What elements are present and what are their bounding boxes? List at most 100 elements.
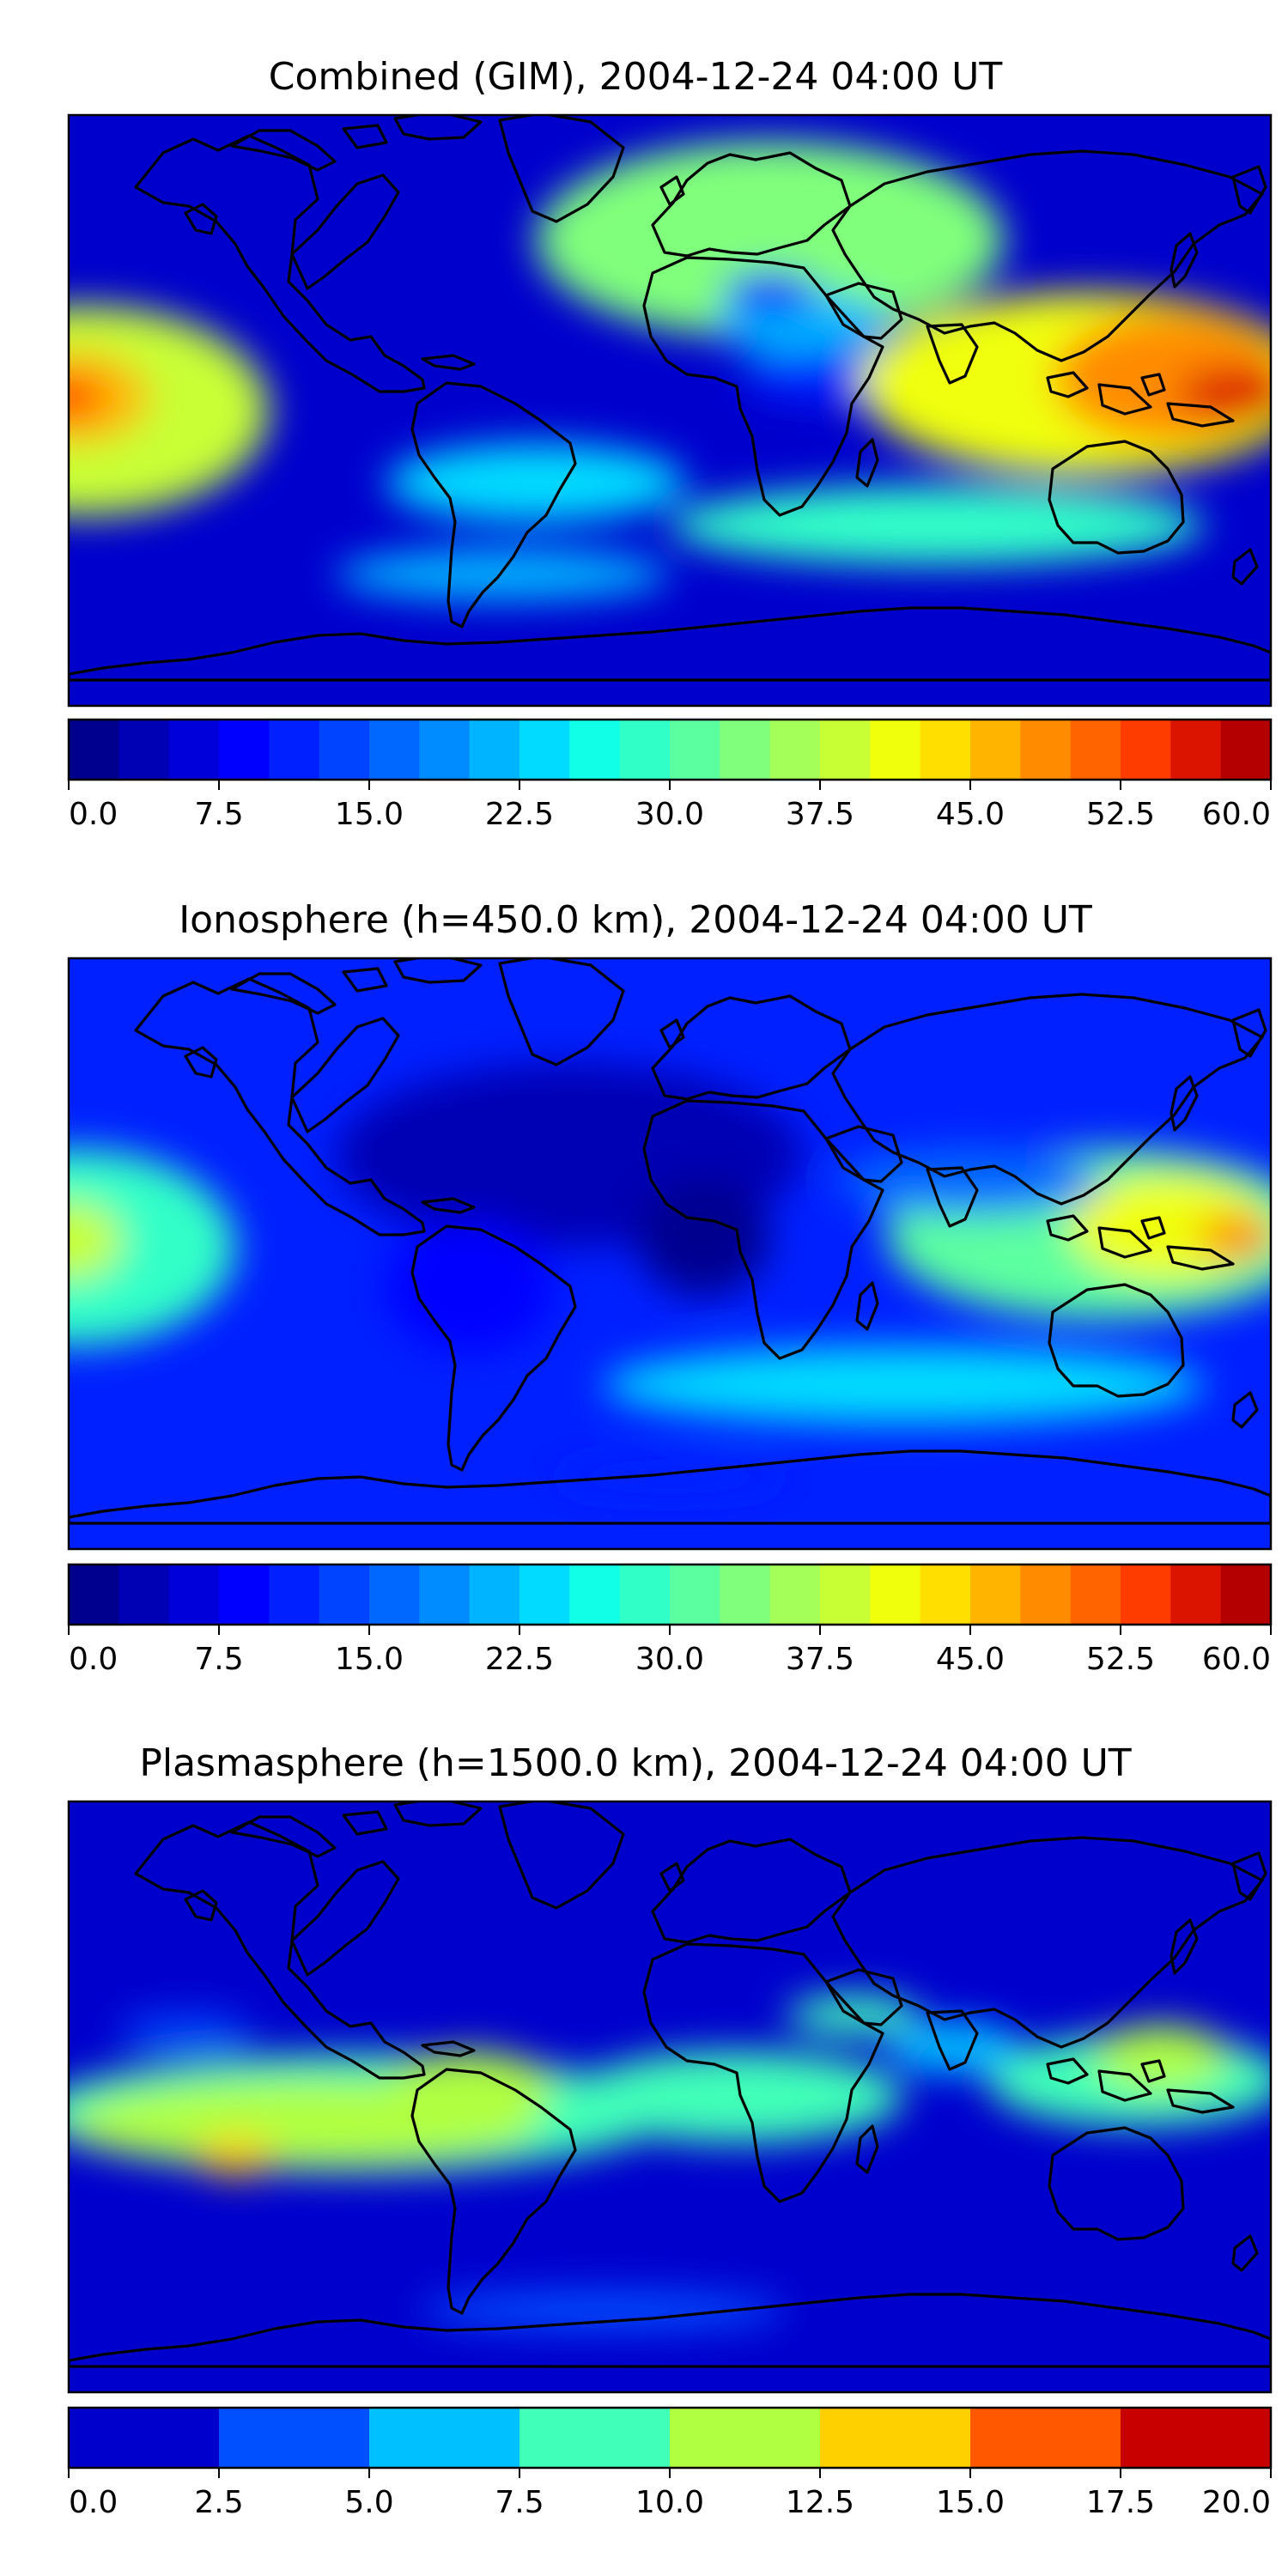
colorbar: 0.0 7.5 15.0 22.5 30.0 37.5 45.0 52.5 60.0: [67, 1563, 1273, 1677]
panel-title: Ionosphere (h=450.0 km), 2004-12-24 04:0…: [179, 898, 1092, 942]
colorbar-segment: [920, 1564, 971, 1625]
colorbar-segment: [469, 720, 520, 780]
colorbar-segment: [820, 1564, 871, 1625]
colorbar-segment: [419, 720, 471, 780]
colorbar-segment: [1020, 1564, 1072, 1625]
colorbar-segment: [619, 1564, 671, 1625]
colorbar-segment: [720, 1564, 771, 1625]
colorbar-segment: [469, 1564, 520, 1625]
colorbar-segment: [1170, 720, 1222, 780]
colorbar-tick-label: 7.5: [194, 1642, 243, 1677]
contour-region-9: [419, 2290, 787, 2330]
colorbar-segment: [920, 720, 971, 780]
colorbar-segment: [1121, 1564, 1171, 1625]
contour-region-1: [569, 2050, 904, 2143]
colorbar-segment: [769, 1564, 821, 1625]
colorbar-segment: [168, 720, 220, 780]
contour-region-9: [603, 1346, 1205, 1425]
colorbar-tick-label: 20.0: [1202, 2485, 1271, 2520]
colorbar-tick-label: 22.5: [485, 1642, 554, 1677]
colorbar-tick-label: 15.0: [335, 797, 404, 832]
colorbar-segment: [319, 1564, 370, 1625]
colorbar-segment: [569, 1564, 621, 1625]
contour-region-3: [886, 2021, 1021, 2075]
contour-region-3: [69, 1148, 236, 1346]
colorbar-segment: [168, 1564, 220, 1625]
map-area: [69, 958, 1271, 1549]
contour-region-2: [386, 1220, 553, 1352]
colorbar: 0.0 7.5 15.0 22.5 30.0 37.5 45.0 52.5 60.0: [67, 718, 1273, 832]
colorbar-segment: [369, 1564, 420, 1625]
colorbar-segment: [670, 2408, 821, 2468]
colorbar-segment: [269, 720, 320, 780]
colorbar-segment: [1121, 720, 1171, 780]
colorbar-segment: [269, 1564, 320, 1625]
map-frame: [67, 113, 1273, 708]
colorbar-tick-label: 7.5: [194, 797, 243, 832]
contour-region-12: [336, 548, 670, 601]
colorbar-tick-label: 60.0: [1202, 797, 1271, 832]
colorbar-segment: [419, 1564, 471, 1625]
tec-contours: [69, 1995, 1271, 2330]
colorbar-segment: [970, 1564, 1021, 1625]
colorbar-segment: [1020, 720, 1072, 780]
contour-region-10: [552, 1463, 787, 1491]
colorbar-tick-label: 45.0: [936, 1642, 1005, 1677]
colorbar-segment: [369, 2408, 520, 2468]
colorbar-tick-label: 60.0: [1202, 1642, 1271, 1677]
panel-title: Plasmasphere (h=1500.0 km), 2004-12-24 0…: [139, 1741, 1131, 1785]
colorbar-segment: [69, 2408, 220, 2468]
colorbar-tick-label: 0.0: [69, 1642, 118, 1677]
contour-region-4: [69, 1200, 123, 1280]
colorbar-segment: [670, 720, 720, 780]
colorbar-tick-label: 12.5: [786, 2485, 854, 2520]
contour-region-10: [386, 443, 687, 522]
colorbar-segment: [1070, 1564, 1121, 1625]
colorbar-segment: [569, 720, 621, 780]
map-area: [69, 1801, 1271, 2392]
colorbar-tick-label: 15.0: [335, 1642, 404, 1677]
colorbar-tick-label: 7.5: [495, 2485, 544, 2520]
colorbar: 0.0 2.5 5.0 7.5 10.0 12.5 15.0 17.5 20.0: [67, 2406, 1273, 2520]
colorbar-tick-label: 2.5: [194, 2485, 243, 2520]
colorbar-segment: [670, 1564, 720, 1625]
colorbar-segment: [219, 2408, 370, 2468]
colorbar-segment: [870, 720, 921, 780]
colorbar-segment: [820, 720, 871, 780]
colorbar-segment: [319, 720, 370, 780]
panel-ionosphere: Ionosphere (h=450.0 km), 2004-12-24 04:0…: [67, 898, 1273, 1677]
contour-region-4: [787, 1995, 920, 2035]
contour-region-6: [69, 374, 99, 421]
colorbar-tick-label: 45.0: [936, 797, 1005, 832]
colorbar-segment: [820, 2408, 971, 2468]
colorbar-segment: [970, 720, 1021, 780]
contour-region-6: [386, 2050, 553, 2130]
panel-combined: Combined (GIM), 2004-12-24 04:00 UT 0.0 7…: [67, 55, 1273, 832]
colorbar-segment: [1121, 2408, 1272, 2468]
contour-region-10: [118, 2014, 252, 2048]
contour-region-7: [1093, 2024, 1228, 2091]
colorbar-segment: [519, 720, 570, 780]
colorbar-tick-label: 22.5: [485, 797, 554, 832]
colorbar-tick-label: 15.0: [936, 2485, 1005, 2520]
contour-region-1: [636, 1178, 770, 1297]
colorbar-tick-label: 30.0: [635, 1642, 704, 1677]
contour-region-4: [69, 305, 270, 516]
colorbar-tick-label: 0.0: [69, 797, 118, 832]
colorbar-segment: [69, 1564, 119, 1625]
map-frame: [67, 1800, 1273, 2394]
contour-region-5: [69, 351, 149, 444]
panel-plasmasphere: Plasmasphere (h=1500.0 km), 2004-12-24 0…: [67, 1741, 1273, 2520]
contour-region-8: [195, 2136, 276, 2176]
map-frame: [67, 957, 1273, 1551]
contour-region-7: [1197, 1214, 1271, 1261]
colorbar-segment: [519, 1564, 570, 1625]
panel-title: Combined (GIM), 2004-12-24 04:00 UT: [269, 55, 1003, 99]
colorbar-segment: [870, 1564, 921, 1625]
colorbar-tick-label: 52.5: [1086, 797, 1155, 832]
colorbar-tick-label: 37.5: [786, 797, 854, 832]
map-area: [69, 115, 1271, 706]
contour-region-2: [723, 272, 817, 313]
colorbar-segment: [1220, 1564, 1272, 1625]
